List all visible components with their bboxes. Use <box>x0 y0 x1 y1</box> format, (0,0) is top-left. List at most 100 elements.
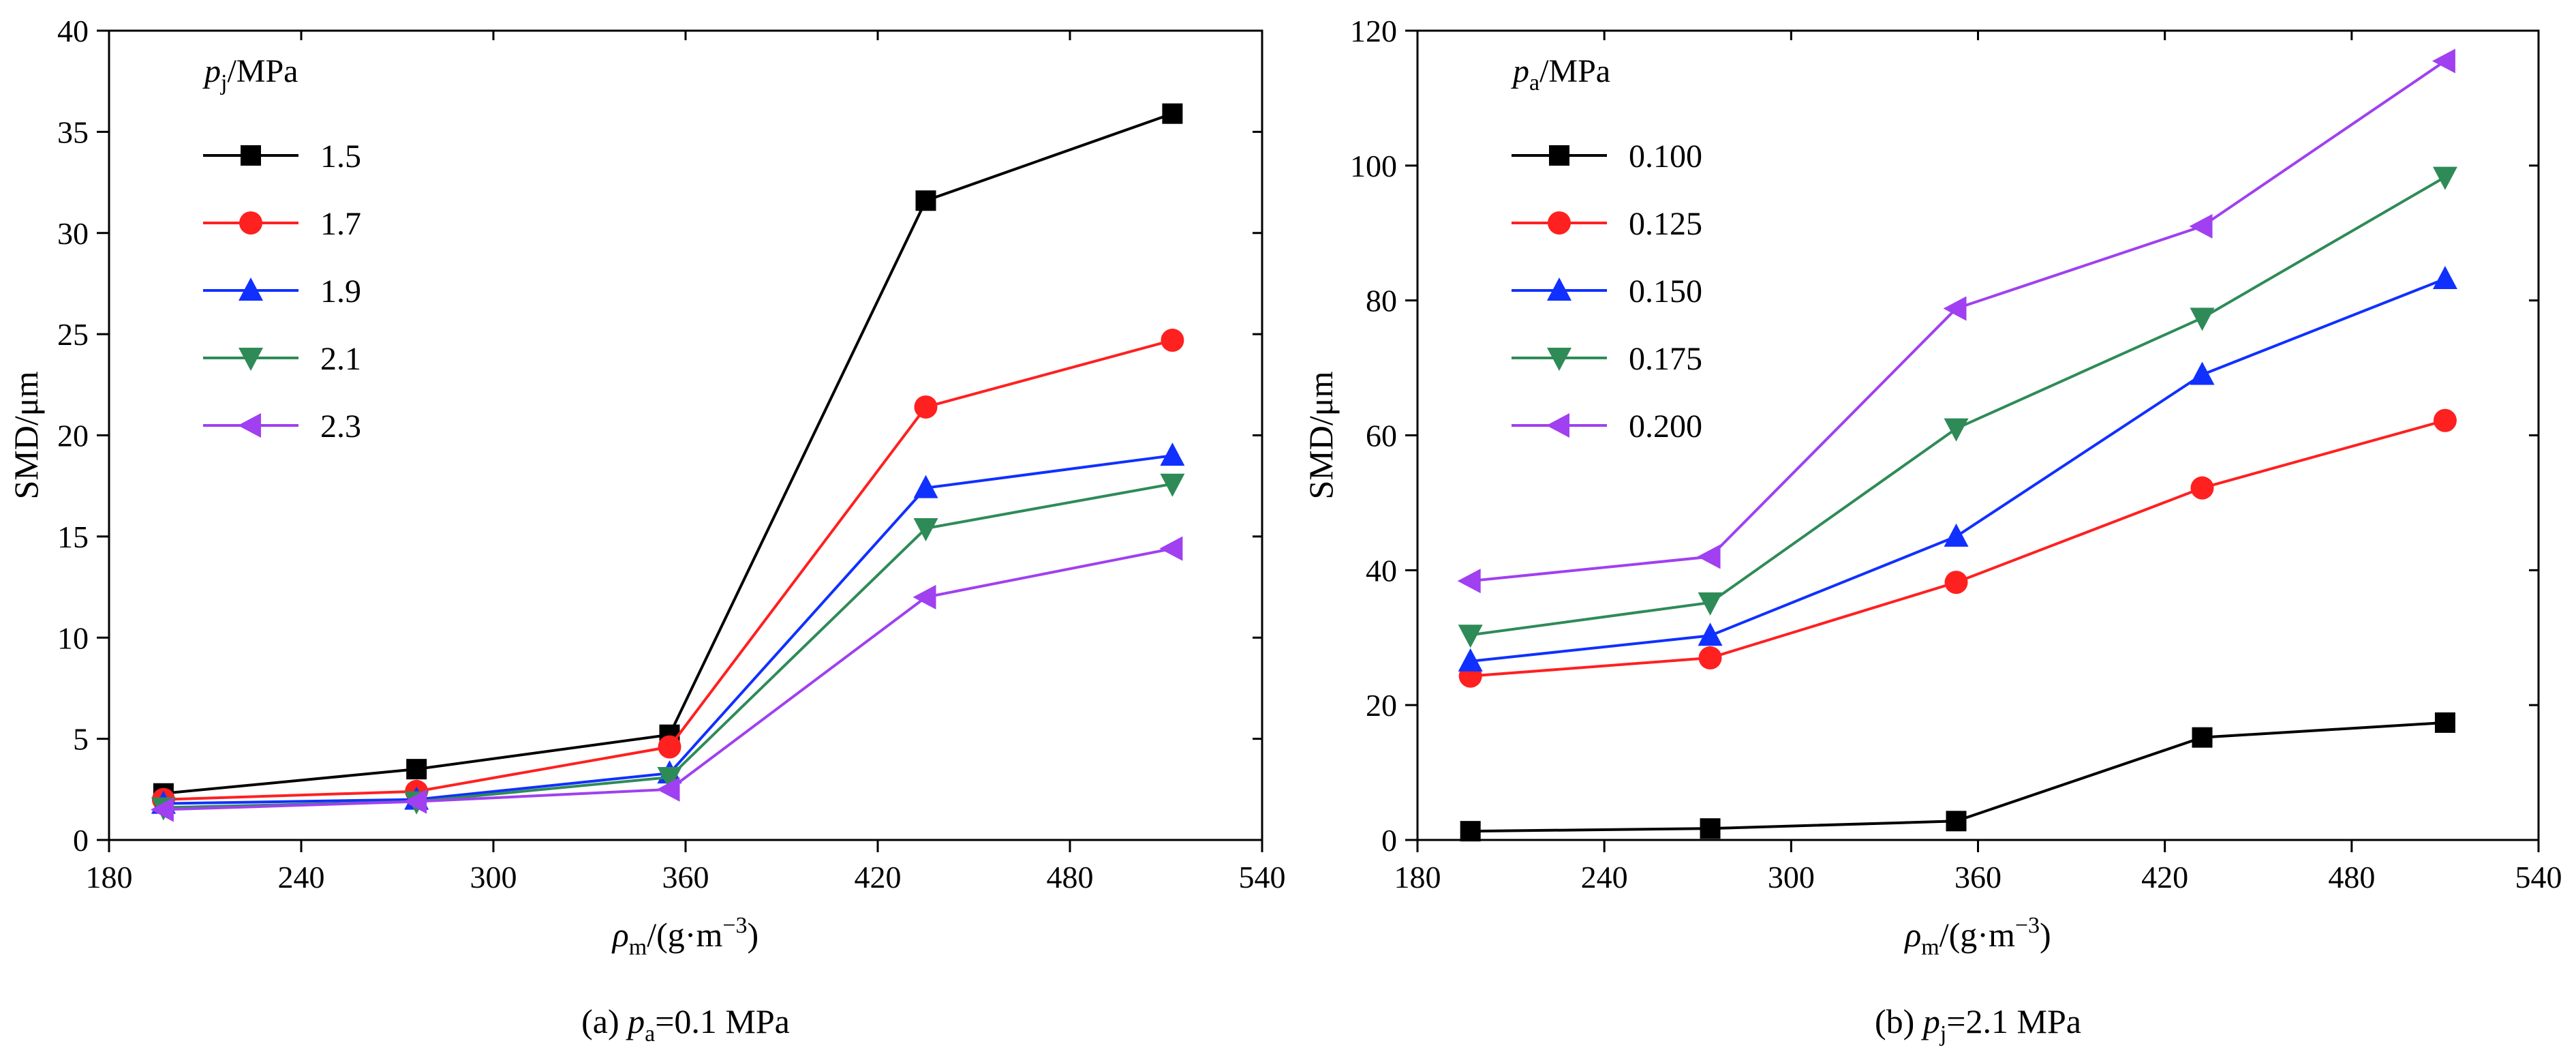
data-point <box>1698 592 1723 616</box>
legend-item: 2.1 <box>203 341 361 377</box>
legend-label: 1.7 <box>320 206 361 242</box>
legend-item: 0.175 <box>1512 341 1702 377</box>
legend-item: 1.5 <box>203 138 361 175</box>
data-point <box>1946 811 1967 832</box>
data-point <box>2433 408 2457 432</box>
data-point <box>2190 307 2215 331</box>
legend-item: 0.200 <box>1512 408 1702 445</box>
data-point <box>2434 712 2455 733</box>
panel-caption: (a) pa=0.1 MPa <box>581 1002 790 1047</box>
panel-caption: (b) pj=2.1 MPa <box>1875 1002 2081 1047</box>
data-point <box>2190 361 2215 385</box>
x-tick-label: 420 <box>855 860 902 895</box>
y-tick-label: 0 <box>1381 823 1397 858</box>
data-point <box>656 777 680 802</box>
data-point <box>2432 166 2457 190</box>
series-2.3 <box>150 536 1183 822</box>
legend-item: 0.125 <box>1512 206 1702 242</box>
legend: pa/MPa 0.100 0.125 0.150 0.175 0.200 <box>1511 53 1702 445</box>
x-tick-label: 480 <box>1047 860 1094 895</box>
legend-item: 1.9 <box>203 273 361 310</box>
y-tick-label: 20 <box>57 419 89 453</box>
data-point <box>1160 473 1185 497</box>
panel-a: 180 240 300 360 420 480 540 0 5 10 15 20 25 30 35 40 SMD… <box>7 14 1286 1047</box>
x-tick-label: 360 <box>662 860 709 895</box>
data-point <box>1943 296 1967 321</box>
x-axis-label: ρm/(g·m−3) <box>611 913 758 960</box>
data-point <box>1944 571 1968 595</box>
x-tick-label: 540 <box>1239 860 1286 895</box>
y-tick-label: 15 <box>57 520 89 554</box>
series-line <box>163 112 1174 795</box>
legend-marker <box>239 277 263 301</box>
y-tick-label: 40 <box>57 14 89 48</box>
data-point <box>2190 476 2214 500</box>
series-1.5 <box>153 103 1183 804</box>
legend-marker <box>241 145 261 166</box>
y-axis-label: SMD/μm <box>7 371 45 499</box>
legend-label: 1.9 <box>320 273 361 310</box>
y-tick-label: 35 <box>57 115 89 149</box>
legend-item: 1.7 <box>203 206 361 242</box>
data-point <box>658 735 681 759</box>
data-point <box>406 759 427 780</box>
data-point <box>2432 266 2457 290</box>
y-tick-label: 20 <box>1366 688 1397 723</box>
legend-marker <box>239 348 263 371</box>
x-tick-label: 540 <box>2515 860 2562 895</box>
y-tick-label: 80 <box>1366 284 1397 318</box>
data-point <box>914 395 938 419</box>
plot-frame <box>108 29 1263 841</box>
y-tick-label: 120 <box>1350 14 1397 48</box>
y-tick-label: 60 <box>1366 419 1397 453</box>
data-point <box>2189 213 2213 239</box>
data-point <box>1458 648 1483 672</box>
data-point <box>1460 821 1481 842</box>
data-point <box>2432 48 2455 74</box>
legend-marker <box>1548 211 1571 235</box>
data-point <box>913 518 938 542</box>
y-axis-label: SMD/μm <box>1302 371 1340 499</box>
series-1.7 <box>151 329 1184 811</box>
data-point <box>1162 103 1183 124</box>
data-point <box>150 797 174 822</box>
legend-marker <box>238 413 261 438</box>
x-tick-label: 240 <box>1581 860 1628 895</box>
legend-item: 2.3 <box>203 408 361 445</box>
legend-marker <box>1549 145 1569 166</box>
x-tick-label: 240 <box>278 860 325 895</box>
data-point <box>1944 523 1969 547</box>
legend-label: 2.3 <box>320 408 361 445</box>
series-0.175 <box>1458 166 2457 648</box>
y-tick-label: 40 <box>1366 553 1397 588</box>
legend-label: 0.175 <box>1629 341 1702 377</box>
data-point <box>1160 442 1185 466</box>
series-line <box>1470 419 2446 678</box>
x-tick-label: 300 <box>1768 860 1815 895</box>
data-point <box>1159 536 1183 561</box>
data-point <box>1161 329 1184 352</box>
x-tick-label: 180 <box>86 860 133 895</box>
series-line <box>1470 59 2447 583</box>
data-point <box>403 789 427 814</box>
legend-marker <box>1546 413 1569 438</box>
series-line <box>163 482 1173 809</box>
x-tick-label: 480 <box>2328 860 2375 895</box>
data-point <box>657 767 682 791</box>
legend-marker <box>239 211 262 235</box>
x-tick-label: 300 <box>470 860 517 895</box>
legend: pj/MPa 1.5 1.7 1.9 2.1 2.3 <box>202 53 361 445</box>
series-line <box>1470 277 2446 663</box>
y-tick-label: 5 <box>73 722 89 757</box>
data-point <box>1697 544 1721 569</box>
legend-marker <box>1547 348 1571 371</box>
panel-b: 180 240 300 360 420 480 540 0 20 40 60 80 100 120 SMD/… <box>1302 14 2562 1047</box>
x-axis-label: ρm/(g·m−3) <box>1903 913 2051 960</box>
legend-label: 2.1 <box>320 341 361 377</box>
legend-label: 0.200 <box>1629 408 1702 445</box>
legend-label: 0.150 <box>1629 273 1702 310</box>
legend-item: 0.100 <box>1512 138 1702 175</box>
y-tick-label: 0 <box>73 823 89 858</box>
data-point <box>2192 727 2213 748</box>
